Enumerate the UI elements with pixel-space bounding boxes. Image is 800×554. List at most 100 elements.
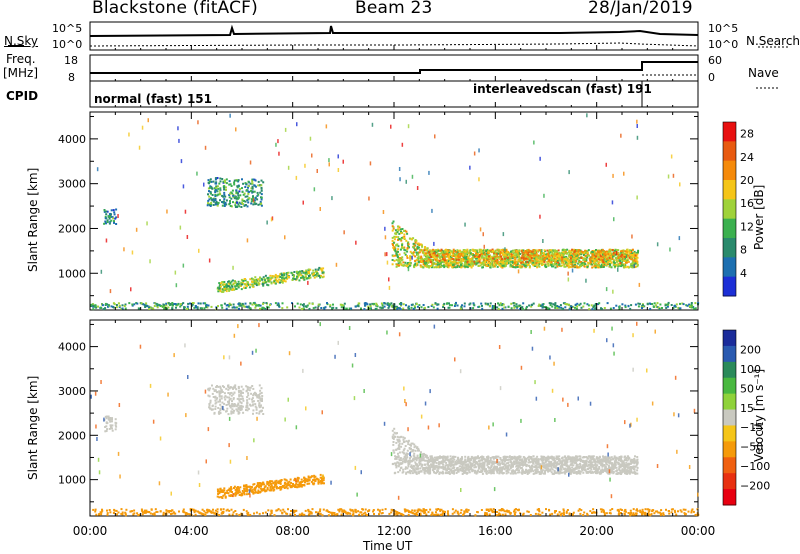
data-cell <box>221 281 224 283</box>
data-cell <box>519 253 522 255</box>
data-cell <box>249 403 251 406</box>
data-cell <box>106 219 109 222</box>
data-speckle <box>235 127 237 132</box>
data-cell <box>528 265 531 268</box>
data-cell <box>234 510 237 512</box>
data-cell <box>468 250 471 252</box>
data-cell <box>302 304 304 306</box>
data-speckle <box>585 278 587 283</box>
data-cell <box>553 303 556 306</box>
data-cell <box>168 303 171 306</box>
data-cell <box>696 508 699 511</box>
data-cell <box>586 266 589 268</box>
data-speckle <box>343 230 345 235</box>
data-cell <box>213 390 216 392</box>
data-cell <box>582 305 585 308</box>
data-cell <box>480 509 483 511</box>
data-cell <box>402 247 405 250</box>
data-speckle <box>620 133 622 138</box>
data-cell <box>397 245 400 248</box>
data-cell <box>154 508 157 511</box>
data-cell <box>395 231 398 234</box>
data-cell <box>267 509 270 512</box>
data-speckle <box>612 173 614 178</box>
data-cell <box>639 509 642 512</box>
data-cell <box>208 389 211 392</box>
data-cell <box>227 280 230 283</box>
data-cell <box>195 306 197 309</box>
data-speckle <box>311 153 313 158</box>
data-cell <box>437 266 440 268</box>
data-cell <box>526 263 529 266</box>
data-cell <box>212 180 215 183</box>
data-cell <box>493 251 496 254</box>
data-cell <box>602 251 605 254</box>
data-cell <box>520 261 523 264</box>
data-speckle <box>567 277 570 282</box>
freq-tick-top: 18 <box>64 54 78 67</box>
data-cell <box>414 249 416 252</box>
data-cell <box>156 306 159 309</box>
data-cell <box>518 304 521 307</box>
data-cell <box>489 305 492 308</box>
data-cell <box>397 262 400 265</box>
data-cell <box>418 304 421 307</box>
data-cell <box>398 226 401 229</box>
data-cell <box>445 265 448 268</box>
data-cell <box>559 514 562 517</box>
data-cell <box>260 391 263 394</box>
data-cell <box>459 307 462 310</box>
data-cell <box>456 264 459 267</box>
data-cell <box>167 510 170 513</box>
data-cell <box>439 252 442 255</box>
data-speckle <box>533 140 535 145</box>
data-cell <box>217 201 220 204</box>
data-cell <box>342 306 345 309</box>
data-cell <box>513 255 516 258</box>
data-cell <box>223 203 226 205</box>
data-cell <box>250 277 253 280</box>
data-cell <box>660 509 663 512</box>
data-cell <box>259 389 262 392</box>
data-cell <box>238 391 241 394</box>
data-cell <box>205 303 208 306</box>
data-cell <box>515 254 518 257</box>
data-cell <box>199 302 202 305</box>
data-cell <box>144 304 147 307</box>
data-cell <box>416 247 419 250</box>
data-cell <box>564 249 567 252</box>
data-cell <box>237 286 240 289</box>
data-cell <box>146 305 149 307</box>
data-cell <box>451 304 453 307</box>
data-cell <box>429 508 432 511</box>
data-cell <box>480 302 483 305</box>
data-cell <box>523 251 526 254</box>
data-cell <box>231 279 234 282</box>
data-cell <box>107 304 110 307</box>
data-cell <box>491 511 494 514</box>
data-cell <box>207 394 210 397</box>
data-cell <box>256 278 258 281</box>
data-cell <box>598 261 601 264</box>
data-cell <box>580 509 583 512</box>
data-cell <box>493 265 496 268</box>
data-cell <box>121 304 124 307</box>
data-cell <box>694 513 697 516</box>
data-cell <box>229 406 232 409</box>
data-cell <box>636 260 639 263</box>
data-cell <box>267 306 270 309</box>
data-cell <box>555 255 558 258</box>
data-cell <box>392 241 395 244</box>
data-cell <box>212 511 215 514</box>
data-speckle <box>384 252 386 257</box>
data-cell <box>235 200 238 203</box>
data-cell <box>563 260 566 262</box>
data-cell <box>592 265 595 268</box>
data-cell <box>230 412 233 415</box>
data-cell <box>454 266 457 269</box>
data-cell <box>499 513 502 516</box>
data-cell <box>649 303 652 305</box>
data-cell <box>247 485 250 488</box>
data-cell <box>602 264 605 267</box>
data-cell <box>519 259 522 262</box>
